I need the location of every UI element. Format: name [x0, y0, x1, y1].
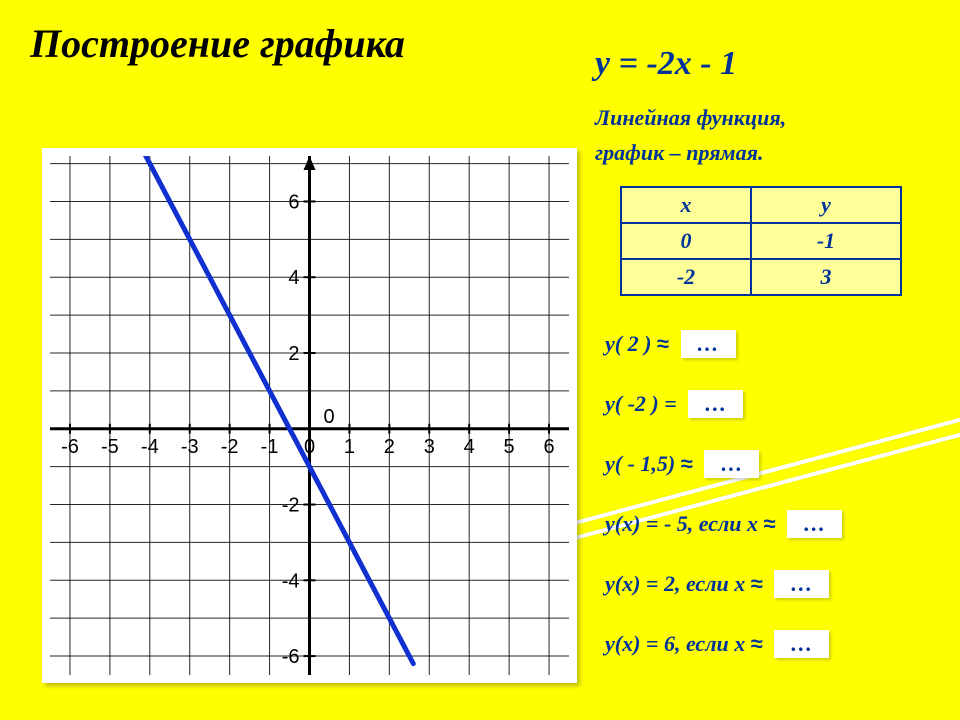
question-prefix: y( 2 ): [605, 331, 657, 356]
chart-panel: -6-5-4-3-2-10123456-6-4-20246: [42, 148, 577, 683]
subtitle: Линейная функция, график – прямая.: [595, 100, 786, 170]
svg-text:6: 6: [288, 191, 299, 213]
table-row: 0 -1: [621, 223, 901, 259]
question-prefix: y( -2 ) =: [605, 391, 682, 416]
answer-blank[interactable]: …: [774, 630, 829, 658]
page-title: Построение графика: [30, 20, 930, 67]
svg-text:-1: -1: [261, 436, 279, 458]
question-prefix: y( - 1,5): [605, 451, 681, 476]
table-cell-x: 0: [621, 223, 751, 259]
svg-text:-6: -6: [282, 646, 300, 668]
question-line: y(x) = 2, если x ≈ …: [605, 570, 955, 600]
question-line: y( - 1,5) ≈ …: [605, 450, 955, 480]
table-row: -2 3: [621, 259, 901, 295]
question-line: y( -2 ) = …: [605, 390, 955, 420]
question-line: y(x) = - 5, если x ≈ …: [605, 510, 955, 540]
linear-function-chart: -6-5-4-3-2-10123456-6-4-20246: [50, 156, 569, 675]
question-prefix: y(x) = 6, если x: [605, 631, 751, 656]
svg-text:1: 1: [344, 436, 355, 458]
question-line: y( 2 ) ≈ …: [605, 330, 955, 360]
svg-text:2: 2: [384, 436, 395, 458]
svg-text:-2: -2: [221, 436, 239, 458]
points-table: x y 0 -1 -2 3: [620, 186, 902, 296]
svg-text:6: 6: [543, 436, 554, 458]
subtitle-line-2: график – прямая.: [595, 140, 763, 165]
svg-text:-5: -5: [101, 436, 119, 458]
answer-blank[interactable]: …: [774, 570, 829, 598]
approx-symbol: ≈: [657, 331, 669, 356]
svg-text:-2: -2: [282, 495, 300, 517]
svg-text:4: 4: [464, 436, 475, 458]
svg-text:-3: -3: [181, 436, 199, 458]
answer-blank[interactable]: …: [787, 510, 842, 538]
approx-symbol: ≈: [764, 511, 776, 536]
approx-symbol: ≈: [681, 451, 693, 476]
table-cell-y: 3: [751, 259, 901, 295]
question-line: y(x) = 6, если x ≈ …: [605, 630, 955, 660]
svg-text:4: 4: [288, 267, 299, 289]
svg-text:-6: -6: [61, 436, 79, 458]
table-cell-x: -2: [621, 259, 751, 295]
equation-label: y = -2x - 1: [595, 45, 737, 83]
svg-text:5: 5: [504, 436, 515, 458]
question-prefix: y(x) = 2, если x: [605, 571, 751, 596]
answer-blank[interactable]: …: [688, 390, 743, 418]
answer-blank[interactable]: …: [704, 450, 759, 478]
svg-text:0: 0: [324, 406, 335, 428]
approx-symbol: ≈: [751, 631, 763, 656]
svg-text:-4: -4: [282, 570, 300, 592]
table-header-x: x: [621, 187, 751, 223]
table-header-y: y: [751, 187, 901, 223]
subtitle-line-1: Линейная функция,: [595, 105, 786, 130]
answer-blank[interactable]: …: [681, 330, 736, 358]
question-list: y( 2 ) ≈ … y( -2 ) = … y( - 1,5) ≈ … y(x…: [605, 330, 955, 690]
question-prefix: y(x) = - 5, если x: [605, 511, 764, 536]
approx-symbol: ≈: [751, 571, 763, 596]
svg-text:3: 3: [424, 436, 435, 458]
table-cell-y: -1: [751, 223, 901, 259]
table-header-row: x y: [621, 187, 901, 223]
svg-text:-4: -4: [141, 436, 159, 458]
svg-text:2: 2: [288, 343, 299, 365]
